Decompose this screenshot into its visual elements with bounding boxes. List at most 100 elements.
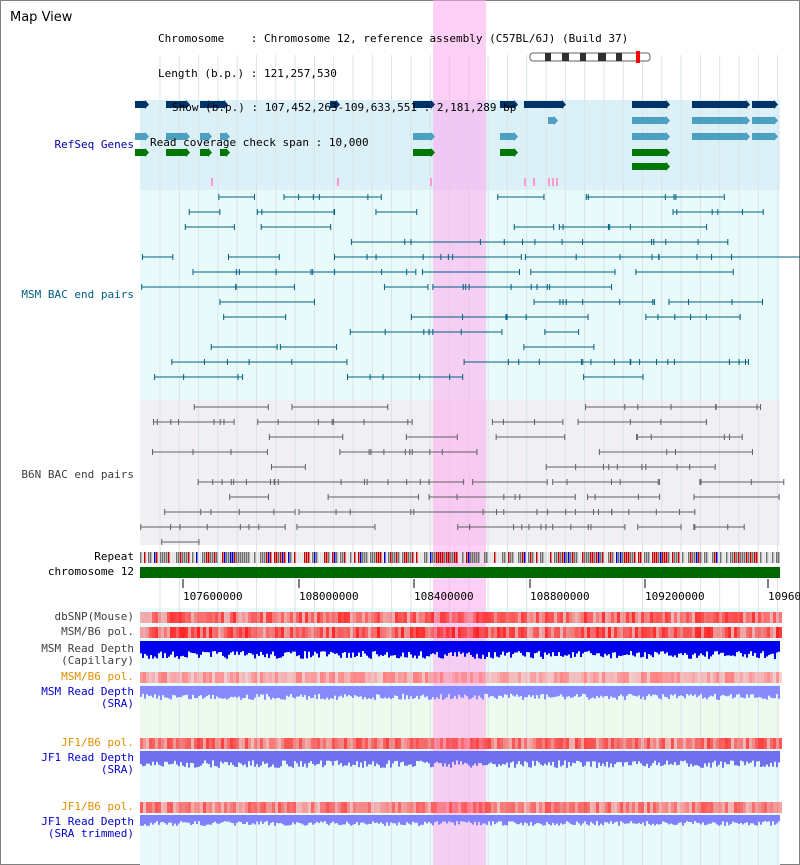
track-label-refseq-genes[interactable]: RefSeq Genes bbox=[54, 138, 134, 151]
track-label-msm-b6-pol-2[interactable]: MSM/B6 pol. bbox=[61, 670, 134, 683]
jf1-pol-cell bbox=[275, 738, 278, 749]
jf1-depth-sra-bar bbox=[638, 751, 640, 762]
msm-depth-sra-bar bbox=[366, 686, 368, 700]
jf1-depth-sra-bar bbox=[594, 751, 596, 762]
msm-depth-sra-bar bbox=[270, 686, 272, 700]
msm-depth-sra-bar bbox=[516, 686, 518, 695]
jf1-pol-2-cell bbox=[260, 802, 263, 813]
track-label-chromosome: chromosome 12 bbox=[47, 565, 134, 578]
dbsnp-cell bbox=[566, 612, 569, 623]
track-label-jf1-depth-trimmed[interactable]: JF1 Read Depth (SRA trimmed) bbox=[41, 815, 134, 840]
repeat-mark bbox=[516, 552, 518, 563]
jf1-pol-2-cell bbox=[287, 802, 290, 813]
msm-depth-sra-bar bbox=[410, 686, 412, 697]
track-label-msm-bac[interactable]: MSM BAC end pairs bbox=[21, 288, 134, 301]
jf1-depth-trimmed-bar bbox=[410, 815, 412, 825]
msm-pol-cell bbox=[530, 627, 533, 638]
msm-depth-sra-bar bbox=[598, 686, 600, 698]
msm-pol-2-cell bbox=[383, 672, 386, 683]
track-label-b6n-bac[interactable]: B6N BAC end pairs bbox=[21, 468, 134, 481]
msm-depth-capillary-bar bbox=[470, 641, 472, 655]
msm-pol-cell bbox=[521, 627, 524, 638]
msm-depth-capillary-bar bbox=[204, 641, 206, 653]
refseq-gene bbox=[220, 133, 226, 140]
dbsnp-cell bbox=[200, 612, 203, 623]
jf1-pol-cell bbox=[218, 738, 221, 749]
msm-pol-2-cell bbox=[698, 672, 701, 683]
msm-depth-sra-bar bbox=[146, 686, 148, 695]
dbsnp-cell bbox=[230, 612, 233, 623]
msm-pol-2-cell bbox=[254, 672, 257, 683]
msm-pol-2-cell bbox=[365, 672, 368, 683]
msm-depth-capillary-bar bbox=[146, 641, 148, 656]
msm-depth-capillary-bar bbox=[184, 641, 186, 658]
jf1-depth-sra-bar bbox=[428, 751, 430, 764]
chromosome-bar bbox=[140, 567, 780, 578]
dbsnp-cell bbox=[434, 612, 437, 623]
jf1-depth-sra-bar bbox=[464, 751, 466, 763]
refseq-gene bbox=[632, 117, 666, 124]
jf1-pol-2-cell bbox=[227, 802, 230, 813]
track-label-jf1-depth-sra[interactable]: JF1 Read Depth (SRA) bbox=[41, 751, 134, 776]
jf1-pol-cell bbox=[647, 738, 650, 749]
jf1-pol-2-cell bbox=[584, 802, 587, 813]
jf1-pol-cell bbox=[335, 738, 338, 749]
track-label-msm-depth-sra[interactable]: MSM Read Depth (SRA) bbox=[41, 685, 134, 710]
msm-depth-capillary-bar bbox=[506, 641, 508, 653]
jf1-pol-2-cell bbox=[731, 802, 734, 813]
jf1-depth-sra-bar bbox=[410, 751, 412, 765]
jf1-pol-cell bbox=[383, 738, 386, 749]
msm-depth-capillary-bar bbox=[762, 641, 764, 652]
msm-depth-sra-bar bbox=[442, 686, 444, 700]
track-label-jf1-b6-pol-2[interactable]: JF1/B6 pol. bbox=[61, 800, 134, 813]
msm-depth-capillary-bar bbox=[244, 641, 246, 656]
msm-pol-2-cell bbox=[638, 672, 641, 683]
msm-depth-sra-bar bbox=[394, 686, 396, 696]
msm-pol-cell bbox=[272, 627, 275, 638]
jf1-depth-trimmed-bar bbox=[276, 815, 278, 824]
repeat-mark bbox=[684, 552, 686, 563]
jf1-depth-sra-bar bbox=[768, 751, 770, 767]
msm-depth-sra-bar bbox=[358, 686, 360, 697]
jf1-pol-2-cell bbox=[722, 802, 725, 813]
msm-pol-2-cell bbox=[527, 672, 530, 683]
msm-depth-capillary-bar bbox=[172, 641, 174, 652]
msm-depth-capillary-bar bbox=[314, 641, 316, 652]
repeat-mark bbox=[470, 552, 472, 563]
track-label-dbsnp[interactable]: dbSNP(Mouse) bbox=[54, 610, 134, 623]
jf1-depth-sra-bar bbox=[160, 751, 162, 766]
jf1-depth-sra-bar bbox=[178, 751, 180, 767]
msm-pol-cell bbox=[584, 627, 587, 638]
repeat-mark bbox=[566, 552, 568, 563]
msm-depth-sra-bar bbox=[454, 686, 456, 696]
dbsnp-cell bbox=[701, 612, 704, 623]
msm-depth-sra-bar bbox=[416, 686, 418, 696]
msm-pol-2-cell bbox=[431, 672, 434, 683]
repeat-mark bbox=[630, 552, 632, 563]
dbsnp-cell bbox=[530, 612, 533, 623]
msm-depth-sra-bar bbox=[206, 686, 208, 696]
repeat-mark bbox=[314, 552, 316, 563]
jf1-depth-trimmed-bar bbox=[322, 815, 324, 823]
msm-depth-capillary-bar bbox=[522, 641, 524, 656]
msm-depth-capillary-bar bbox=[444, 641, 446, 655]
msm-pol-2-cell bbox=[209, 672, 212, 683]
jf1-pol-2-cell bbox=[596, 802, 599, 813]
jf1-depth-sra-bar bbox=[154, 751, 156, 766]
jf1-depth-trimmed-bar bbox=[146, 815, 148, 826]
msm-depth-capillary-bar bbox=[680, 641, 682, 654]
track-label-jf1-b6-pol[interactable]: JF1/B6 pol. bbox=[61, 736, 134, 749]
jf1-pol-2-cell bbox=[515, 802, 518, 813]
msm-depth-capillary-bar bbox=[690, 641, 692, 659]
msm-depth-capillary-bar bbox=[626, 641, 628, 655]
jf1-depth-trimmed-bar bbox=[290, 815, 292, 825]
repeat-mark bbox=[680, 552, 682, 563]
msm-pol-cell bbox=[719, 627, 722, 638]
track-label-msm-b6-pol[interactable]: MSM/B6 pol. bbox=[61, 625, 134, 638]
track-label-msm-depth-capillary[interactable]: MSM Read Depth (Capillary) bbox=[41, 642, 134, 667]
jf1-depth-sra-bar bbox=[540, 751, 542, 765]
refseq-gene-arrow bbox=[145, 148, 149, 157]
jf1-pol-cell bbox=[665, 738, 668, 749]
jf1-depth-sra-bar bbox=[274, 751, 276, 768]
